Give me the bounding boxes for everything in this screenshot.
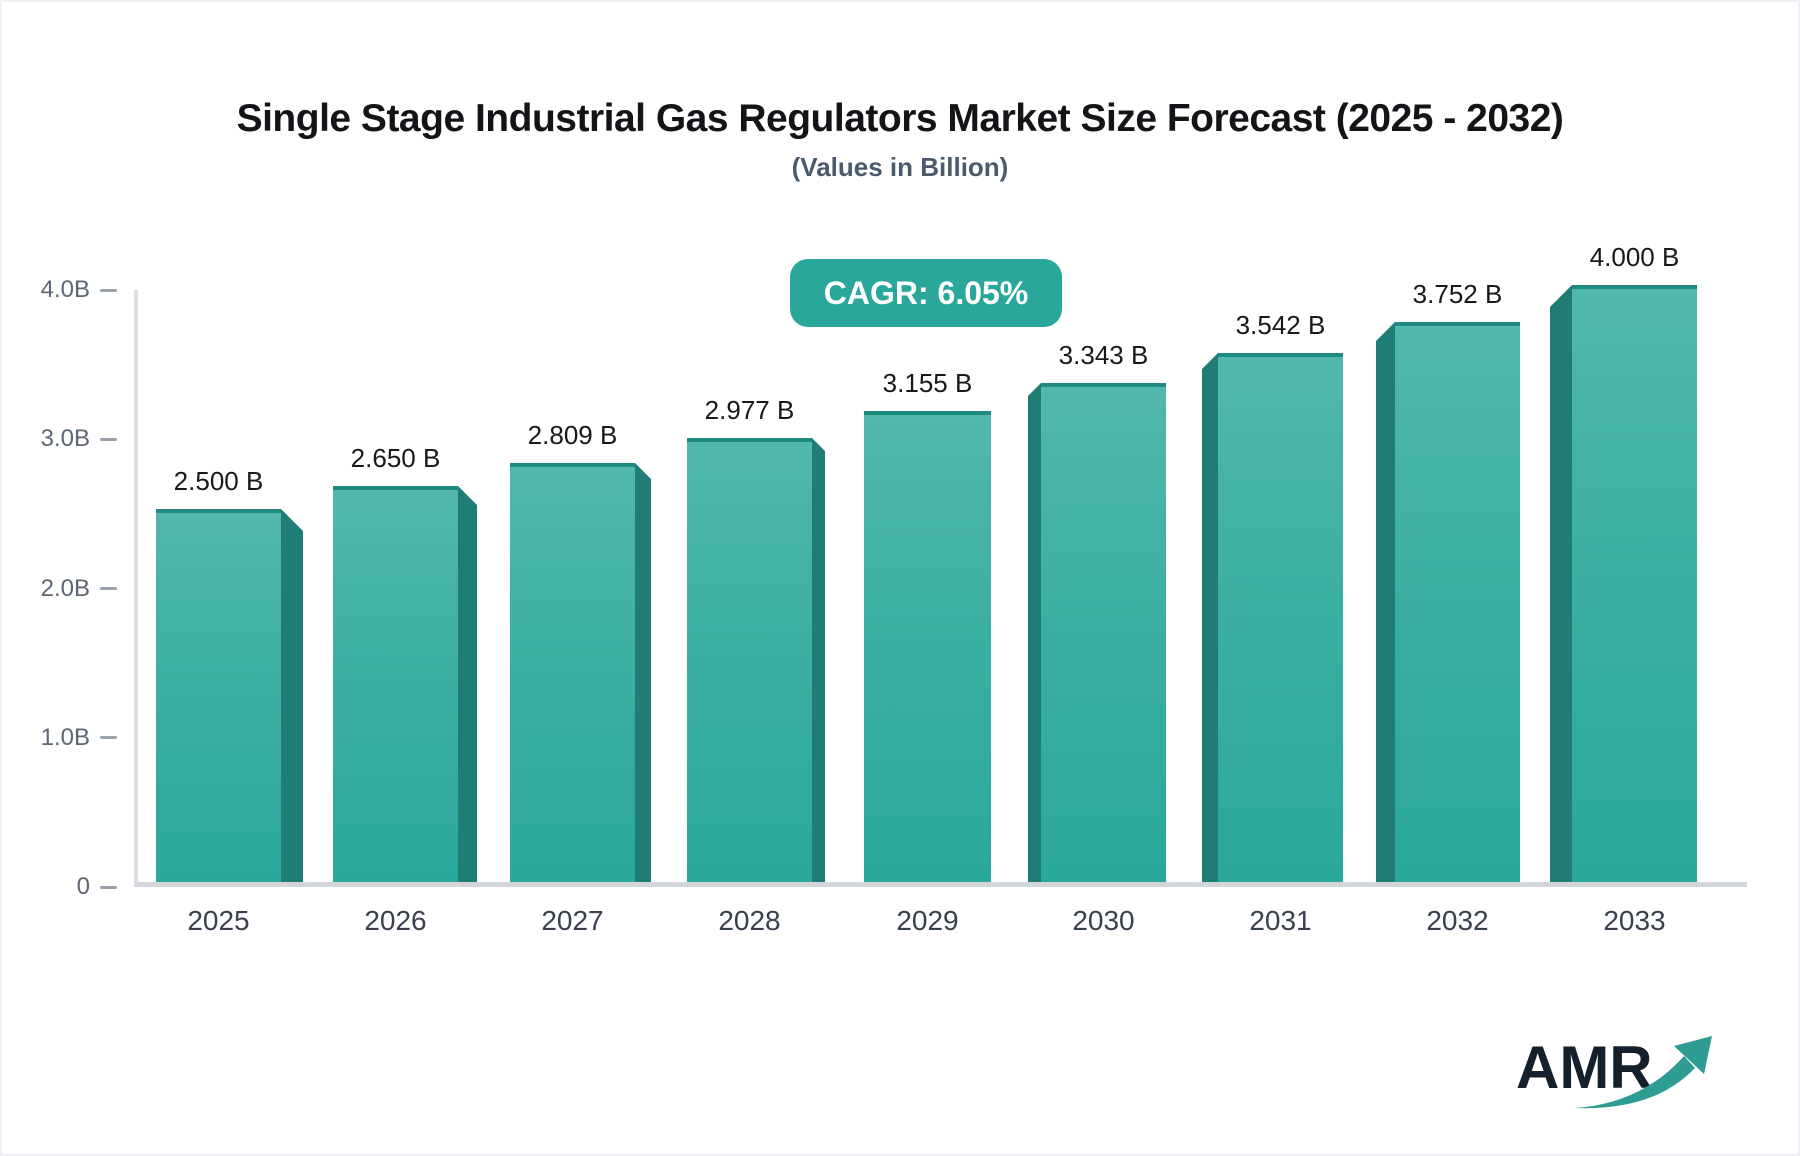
bar-value-label: 2.500 B: [173, 466, 264, 496]
chart-title: Single Stage Industrial Gas Regulators M…: [236, 97, 1564, 140]
y-axis-tick-mark: [100, 587, 117, 590]
y-axis-tick-mark: [100, 736, 117, 740]
bar-2030: [1041, 383, 1166, 882]
x-axis-label-2033: 2033: [1603, 905, 1666, 936]
y-axis-tick-label: 3.0B: [40, 425, 90, 453]
bar-2028: [687, 438, 812, 882]
bar-side-face: [812, 438, 825, 882]
bar-value-label: 3.155 B: [882, 368, 973, 398]
y-axis-tick-label: 0: [76, 873, 90, 900]
amr-logo-swoosh-icon: [1574, 1056, 1695, 1109]
bar-side-face: [1202, 353, 1218, 882]
y-axis-tick-label: 1.0B: [40, 723, 90, 751]
bar-2027: [510, 463, 635, 882]
bar-value-label: 2.977 B: [704, 395, 795, 425]
bar-side-face: [281, 509, 303, 882]
bar-side-face: [1376, 322, 1395, 882]
cagr-badge: CAGR: 6.05%: [790, 259, 1062, 327]
bar-2032: [1395, 322, 1520, 882]
x-axis-label-2026: 2026: [364, 905, 427, 936]
x-axis-label-2030: 2030: [1072, 905, 1135, 936]
x-axis-label-2031: 2031: [1249, 905, 1312, 936]
x-axis-label-2029: 2029: [896, 905, 959, 936]
bar-side-face: [1550, 285, 1572, 882]
bar-2026: [333, 486, 458, 882]
bar-value-label: 4.000 B: [1589, 242, 1680, 272]
amr-logo: AMR: [1516, 1034, 1712, 1109]
x-axis-label-2032: 2032: [1426, 905, 1489, 936]
bar-side-face: [635, 463, 651, 882]
bar-value-label: 3.343 B: [1058, 340, 1149, 370]
bar-2029: [864, 411, 991, 882]
bar-side-face: [1028, 383, 1041, 882]
y-axis-tick-mark: [100, 288, 117, 292]
bar-side-face: [458, 486, 477, 882]
bar-2033: [1572, 285, 1697, 882]
y-axis-tick-mark: [100, 885, 117, 889]
y-axis-tick-mark: [100, 437, 117, 441]
x-axis-label-2028: 2028: [718, 905, 781, 936]
y-axis-tick-label: 2.0B: [40, 574, 90, 602]
x-axis-label-2025: 2025: [187, 905, 250, 936]
bar-2031: [1218, 353, 1343, 882]
bar-value-label: 3.752 B: [1412, 279, 1503, 309]
amr-logo-arrowhead-icon: [1674, 1036, 1712, 1074]
amr-logo-text: AMR: [1516, 1034, 1653, 1101]
bar-value-label: 3.542 B: [1235, 310, 1326, 340]
x-axis-label-2027: 2027: [541, 905, 604, 936]
plot-area: 4.0B 3.0B 2.0B 1.0B 0 2.500 B 2025 2.650 B 2026 2…: [41, 242, 1747, 936]
chart-subtitle: (Values in Billion): [791, 152, 1009, 182]
bar-value-label: 2.809 B: [527, 420, 618, 450]
bar-value-label: 2.650 B: [350, 443, 441, 473]
y-axis-tick-label: 4.0B: [40, 276, 90, 303]
bar-2025: [156, 509, 281, 882]
